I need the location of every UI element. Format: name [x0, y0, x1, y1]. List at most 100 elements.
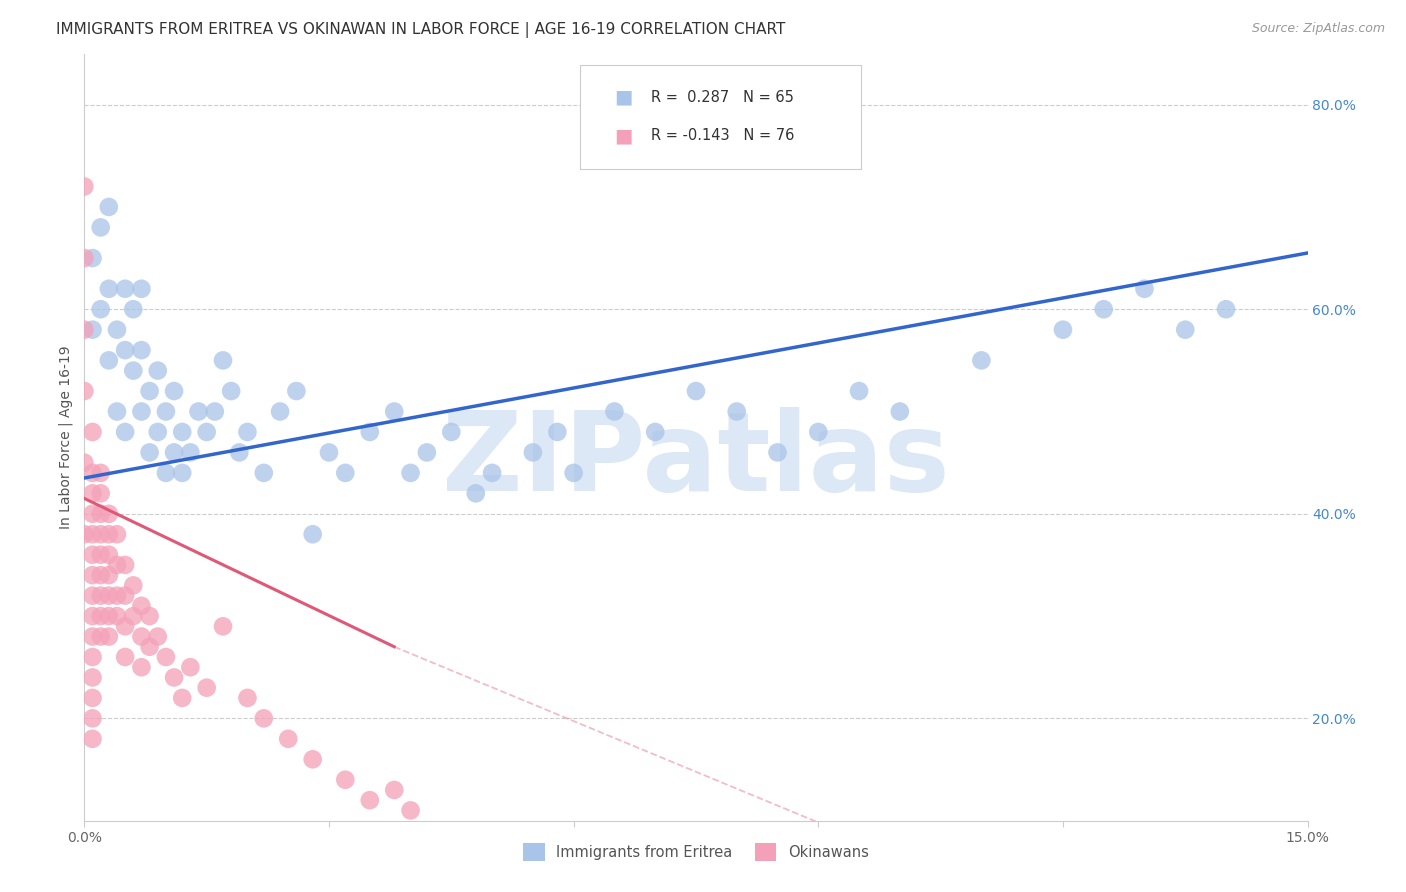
- Point: [97, 353, 120, 368]
- Point: [1215, 302, 1237, 317]
- Point: [114, 425, 136, 439]
- Text: ZIPatlas: ZIPatlas: [441, 407, 950, 514]
- Point: [889, 404, 911, 418]
- Point: [82, 486, 104, 500]
- Point: [138, 445, 160, 459]
- Point: [172, 425, 194, 439]
- Point: [82, 548, 104, 562]
- Point: [90, 220, 112, 235]
- Point: [440, 425, 463, 439]
- Point: [131, 630, 153, 644]
- Point: [82, 425, 104, 439]
- Point: [122, 578, 145, 592]
- Point: [212, 353, 235, 368]
- Point: [236, 425, 259, 439]
- Point: [481, 466, 503, 480]
- Point: [131, 599, 153, 613]
- Text: R =  0.287   N = 65: R = 0.287 N = 65: [651, 90, 793, 104]
- Point: [138, 640, 160, 654]
- Point: [73, 179, 96, 194]
- Point: [155, 650, 177, 665]
- Point: [97, 568, 120, 582]
- Point: [163, 445, 186, 459]
- Point: [82, 711, 104, 725]
- Point: [97, 200, 120, 214]
- Point: [807, 425, 830, 439]
- Point: [82, 507, 104, 521]
- Point: [603, 875, 626, 889]
- Point: [187, 404, 209, 418]
- Point: [105, 589, 128, 603]
- Point: [522, 855, 544, 869]
- Point: [155, 404, 177, 418]
- Point: [481, 844, 503, 858]
- Point: [562, 466, 585, 480]
- Point: [90, 568, 112, 582]
- Point: [382, 783, 405, 797]
- Point: [146, 425, 169, 439]
- Point: [1052, 323, 1074, 337]
- Point: [73, 384, 96, 398]
- Point: [90, 609, 112, 624]
- Point: [285, 384, 308, 398]
- Point: [195, 425, 218, 439]
- Point: [546, 425, 568, 439]
- Point: [359, 425, 381, 439]
- Point: [82, 466, 104, 480]
- Point: [97, 630, 120, 644]
- Point: [382, 404, 405, 418]
- Point: [440, 823, 463, 838]
- Point: [131, 660, 153, 674]
- Point: [685, 384, 707, 398]
- Point: [90, 486, 112, 500]
- Point: [416, 445, 439, 459]
- Point: [562, 864, 585, 879]
- Point: [73, 456, 96, 470]
- Point: [146, 363, 169, 377]
- Point: [97, 609, 120, 624]
- Point: [131, 343, 153, 358]
- Point: [105, 527, 128, 541]
- Point: [269, 404, 291, 418]
- Point: [114, 619, 136, 633]
- Point: [236, 690, 259, 705]
- Point: [82, 609, 104, 624]
- Point: [204, 404, 226, 418]
- Point: [90, 548, 112, 562]
- Point: [228, 445, 250, 459]
- Point: [522, 445, 544, 459]
- Point: [172, 466, 194, 480]
- Point: [97, 548, 120, 562]
- Point: [335, 466, 357, 480]
- Point: [970, 353, 993, 368]
- Text: R = -0.143   N = 76: R = -0.143 N = 76: [651, 128, 794, 143]
- Text: ■: ■: [614, 126, 633, 145]
- Point: [399, 466, 422, 480]
- Point: [90, 466, 112, 480]
- Point: [122, 609, 145, 624]
- Y-axis label: In Labor Force | Age 16-19: In Labor Force | Age 16-19: [59, 345, 73, 529]
- Point: [219, 384, 242, 398]
- Point: [179, 445, 201, 459]
- Point: [122, 302, 145, 317]
- Point: [138, 609, 160, 624]
- Point: [725, 404, 748, 418]
- Point: [131, 404, 153, 418]
- Point: [114, 343, 136, 358]
- Point: [105, 558, 128, 572]
- Point: [359, 793, 381, 807]
- Point: [114, 282, 136, 296]
- Point: [90, 630, 112, 644]
- Point: [90, 527, 112, 541]
- Point: [82, 690, 104, 705]
- Point: [195, 681, 218, 695]
- Point: [318, 445, 340, 459]
- Legend: Immigrants from Eritrea, Okinawans: Immigrants from Eritrea, Okinawans: [517, 838, 875, 867]
- Point: [90, 302, 112, 317]
- Text: Source: ZipAtlas.com: Source: ZipAtlas.com: [1251, 22, 1385, 36]
- Point: [122, 363, 145, 377]
- Point: [212, 619, 235, 633]
- Point: [105, 609, 128, 624]
- Point: [1092, 302, 1115, 317]
- Point: [82, 630, 104, 644]
